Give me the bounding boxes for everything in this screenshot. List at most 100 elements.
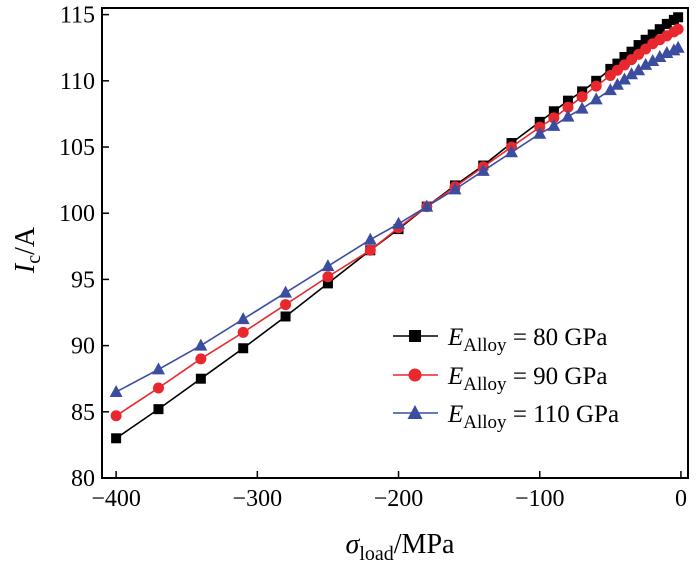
- data-point: [111, 433, 122, 444]
- data-point: [151, 362, 165, 375]
- data-point: [476, 163, 490, 176]
- x-tick-label: −100: [515, 486, 565, 512]
- data-point: [322, 271, 334, 283]
- data-point: [420, 199, 434, 212]
- axis-ticks: −400 −300 −200 −100 0 80 85 90 95 100 105 110 115: [59, 3, 687, 512]
- x-axis-title: σload/MPa: [346, 529, 455, 565]
- data-point: [237, 326, 249, 338]
- data-point: [671, 40, 685, 53]
- legend-label-80gpa: EAlloy = 80 GPa: [447, 324, 607, 356]
- data-point: [280, 299, 292, 311]
- data-point: [280, 311, 291, 322]
- y-tick-label: 105: [59, 135, 95, 161]
- data-point: [661, 18, 672, 29]
- x-tick-label: 0: [675, 486, 687, 512]
- data-point: [363, 232, 377, 245]
- data-point: [576, 91, 588, 103]
- x-tick-label: −200: [374, 486, 424, 512]
- legend-subscript-80gpa: Alloy: [463, 335, 507, 356]
- data-point: [153, 404, 164, 415]
- data-point: [626, 46, 637, 57]
- x-tick-label: −300: [233, 486, 283, 512]
- legend-subscript-110gpa: Alloy: [463, 412, 507, 433]
- data-point: [195, 373, 206, 384]
- plot-frame: [101, 7, 689, 479]
- legend-entry-80gpa: EAlloy = 80 GPa: [393, 324, 607, 356]
- data-point: [590, 80, 602, 92]
- legend-symbol-80gpa: E: [447, 324, 463, 351]
- x-axis-unit: /MPa: [394, 529, 455, 560]
- x-tick-label: −400: [91, 486, 141, 512]
- legend-value-90gpa: = 90 GPa: [507, 363, 608, 390]
- legend-marker-110gpa: [407, 405, 423, 419]
- data-point: [562, 101, 574, 113]
- legend-marker-80gpa: [409, 330, 421, 342]
- y-axis-title: Ic/A: [10, 226, 45, 274]
- y-tick-label: 80: [71, 466, 95, 492]
- data-point: [632, 63, 646, 76]
- legend-entry-110gpa: EAlloy = 110 GPa: [393, 401, 619, 433]
- data-point: [504, 145, 518, 158]
- data-point: [640, 34, 651, 45]
- data-point: [617, 72, 631, 85]
- data-point: [633, 40, 644, 51]
- data-point: [589, 92, 603, 105]
- data-point: [152, 382, 164, 394]
- data-point: [561, 109, 575, 122]
- series-layer: [109, 12, 685, 444]
- y-tick-label: 95: [71, 267, 95, 293]
- legend: EAlloy = 80 GPa EAlloy = 90 GPa EAlloy =…: [393, 324, 619, 433]
- y-axis-subscript: c: [23, 255, 45, 264]
- data-point: [322, 278, 333, 289]
- data-point: [646, 53, 660, 66]
- y-axis-symbol: I: [10, 262, 41, 274]
- data-point: [392, 216, 406, 229]
- data-point: [672, 23, 684, 35]
- data-point: [625, 67, 639, 80]
- data-point: [647, 29, 658, 40]
- legend-symbol-90gpa: E: [447, 363, 463, 390]
- data-point: [548, 112, 560, 124]
- data-point: [673, 12, 684, 23]
- y-tick-label: 90: [71, 334, 95, 360]
- x-axis-symbol: σ: [346, 529, 361, 560]
- data-point: [562, 95, 573, 106]
- legend-marker-90gpa: [408, 368, 422, 382]
- y-axis-unit: /A: [10, 226, 41, 255]
- data-point: [236, 312, 250, 325]
- x-axis-subscript: load: [359, 543, 393, 565]
- data-point: [238, 343, 249, 354]
- data-point: [653, 49, 667, 62]
- data-point: [575, 101, 589, 114]
- legend-symbol-110gpa: E: [447, 401, 463, 428]
- y-tick-label: 115: [60, 3, 95, 29]
- legend-label-110gpa: EAlloy = 110 GPa: [447, 401, 619, 433]
- data-point: [639, 57, 653, 70]
- data-point: [533, 126, 547, 139]
- data-point: [619, 51, 630, 62]
- data-point: [610, 77, 624, 90]
- data-point: [109, 384, 123, 397]
- data-point: [605, 63, 616, 74]
- data-point: [110, 410, 122, 422]
- data-point: [448, 182, 462, 195]
- y-tick-label: 100: [59, 201, 95, 227]
- series-3: [109, 40, 685, 397]
- legend-entry-90gpa: EAlloy = 90 GPa: [393, 363, 607, 395]
- series-2: [110, 23, 684, 422]
- y-tick-label: 110: [60, 69, 95, 95]
- data-point: [364, 244, 376, 256]
- data-point: [279, 285, 293, 298]
- legend-subscript-90gpa: Alloy: [463, 374, 507, 395]
- data-point: [195, 353, 207, 365]
- legend-value-80gpa: = 80 GPa: [507, 324, 608, 351]
- data-point: [654, 24, 665, 35]
- legend-value-110gpa: = 110 GPa: [507, 401, 619, 428]
- data-point: [603, 83, 617, 96]
- y-tick-label: 85: [71, 400, 95, 426]
- data-point: [612, 58, 623, 69]
- data-point: [321, 259, 335, 272]
- data-point: [548, 106, 559, 117]
- legend-label-90gpa: EAlloy = 90 GPa: [447, 363, 607, 395]
